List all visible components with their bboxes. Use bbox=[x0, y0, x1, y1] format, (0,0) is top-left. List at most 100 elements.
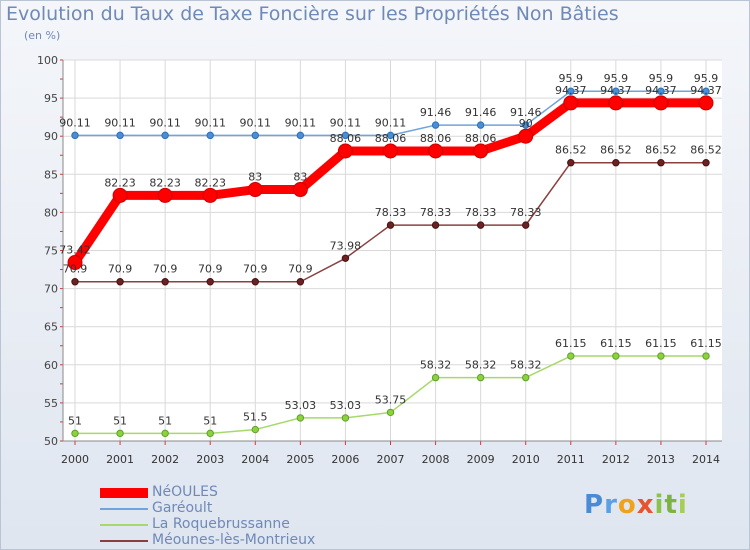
legend-label-gareoult: Garéoult bbox=[152, 500, 213, 516]
data-point-neoules bbox=[428, 143, 444, 159]
data-label-gareoult: 91.46 bbox=[510, 106, 542, 119]
data-point-gareoult bbox=[476, 121, 485, 129]
data-point-gareoult bbox=[431, 121, 440, 129]
data-point-neoules bbox=[698, 95, 714, 111]
data-label-meounes-les-montrieux: 86.52 bbox=[555, 144, 587, 157]
data-label-gareoult: 90.11 bbox=[375, 116, 407, 129]
data-label-la-roquebrussanne: 51 bbox=[158, 414, 172, 427]
legend-swatch-meounes-les-montrieux bbox=[100, 540, 148, 542]
data-label-la-roquebrussanne: 61.15 bbox=[645, 337, 677, 350]
data-label-neoules: 82.23 bbox=[194, 176, 226, 189]
data-label-la-roquebrussanne: 51 bbox=[68, 414, 82, 427]
data-point-neoules bbox=[247, 182, 263, 198]
data-label-neoules: 88.06 bbox=[330, 132, 362, 145]
proxiti-logo: Proxiti bbox=[584, 490, 688, 520]
data-point-la-roquebrussanne bbox=[341, 414, 350, 422]
y-tick-label: 60 bbox=[44, 359, 58, 372]
data-point-meounes-les-montrieux bbox=[116, 278, 124, 286]
chart-title: Evolution du Taux de Taxe Foncière sur l… bbox=[6, 3, 619, 25]
legend-swatch-gareoult bbox=[100, 508, 148, 510]
data-point-meounes-les-montrieux bbox=[612, 159, 620, 167]
data-label-neoules: 83 bbox=[248, 171, 262, 184]
data-point-gareoult bbox=[341, 131, 350, 140]
y-tick-label: 55 bbox=[44, 397, 58, 410]
data-label-la-roquebrussanne: 61.15 bbox=[555, 337, 587, 350]
data-label-meounes-les-montrieux: 70.9 bbox=[153, 263, 178, 276]
data-point-la-roquebrussanne bbox=[476, 373, 485, 382]
data-point-la-roquebrussanne bbox=[522, 373, 530, 382]
data-label-la-roquebrussanne: 58.32 bbox=[465, 359, 497, 372]
data-point-neoules bbox=[563, 95, 579, 111]
data-point-la-roquebrussanne bbox=[206, 429, 214, 438]
data-label-la-roquebrussanne: 53.03 bbox=[285, 399, 317, 412]
data-point-neoules bbox=[157, 187, 173, 203]
data-point-la-roquebrussanne bbox=[702, 352, 710, 360]
data-point-meounes-les-montrieux bbox=[657, 159, 665, 167]
data-label-la-roquebrussanne: 61.15 bbox=[600, 337, 632, 350]
data-point-meounes-les-montrieux bbox=[522, 221, 530, 229]
data-point-la-roquebrussanne bbox=[657, 352, 665, 360]
x-tick-label: 2014 bbox=[692, 453, 720, 466]
data-label-neoules: 94.37 bbox=[600, 84, 632, 97]
x-tick-label: 2003 bbox=[196, 453, 224, 466]
data-point-meounes-les-montrieux bbox=[251, 278, 259, 286]
data-label-neoules: 83 bbox=[293, 171, 307, 184]
data-point-la-roquebrussanne bbox=[431, 373, 440, 382]
data-point-gareoult bbox=[522, 121, 530, 129]
data-label-neoules: 82.23 bbox=[104, 176, 136, 189]
data-label-meounes-les-montrieux: 86.52 bbox=[690, 144, 722, 157]
data-point-meounes-les-montrieux bbox=[431, 221, 440, 229]
data-point-neoules bbox=[518, 128, 534, 144]
data-point-gareoult bbox=[657, 87, 665, 95]
data-label-meounes-les-montrieux: 78.33 bbox=[510, 206, 542, 219]
legend-item-meounes-les-montrieux: Méounes-lès-Montrieux bbox=[100, 533, 360, 549]
data-label-neoules: 88.06 bbox=[465, 132, 497, 145]
data-point-neoules bbox=[337, 143, 353, 159]
x-tick-label: 2009 bbox=[467, 453, 495, 466]
data-point-la-roquebrussanne bbox=[567, 352, 575, 360]
data-point-neoules bbox=[473, 143, 489, 159]
data-point-meounes-les-montrieux bbox=[386, 221, 395, 229]
data-label-neoules: 94.37 bbox=[690, 84, 722, 97]
data-point-la-roquebrussanne bbox=[116, 429, 124, 438]
x-tick-label: 2010 bbox=[512, 453, 540, 466]
y-tick-label: 50 bbox=[44, 435, 58, 448]
data-label-gareoult: 95.9 bbox=[649, 72, 674, 85]
data-label-gareoult: 90.11 bbox=[240, 116, 272, 129]
y-tick-label: 70 bbox=[44, 283, 58, 296]
data-point-meounes-les-montrieux bbox=[567, 159, 575, 167]
data-point-la-roquebrussanne bbox=[71, 429, 79, 438]
data-point-gareoult bbox=[116, 131, 124, 140]
data-point-meounes-les-montrieux bbox=[206, 278, 214, 286]
data-label-gareoult: 90.11 bbox=[194, 116, 226, 129]
y-tick-label: 95 bbox=[44, 92, 58, 105]
data-label-la-roquebrussanne: 61.15 bbox=[690, 337, 722, 350]
x-tick-label: 2005 bbox=[286, 453, 314, 466]
data-point-neoules bbox=[202, 187, 218, 203]
legend-swatch-neoules bbox=[100, 488, 148, 498]
data-point-meounes-les-montrieux bbox=[702, 159, 710, 167]
data-label-meounes-les-montrieux: 70.9 bbox=[243, 263, 268, 276]
data-label-neoules: 73.42 bbox=[59, 244, 91, 257]
x-tick-label: 2012 bbox=[602, 453, 630, 466]
data-label-la-roquebrussanne: 58.32 bbox=[420, 359, 452, 372]
data-point-meounes-les-montrieux bbox=[476, 221, 485, 229]
data-label-neoules: 82.23 bbox=[149, 176, 181, 189]
data-point-gareoult bbox=[251, 131, 259, 140]
data-point-meounes-les-montrieux bbox=[161, 278, 169, 286]
data-label-neoules: 88.06 bbox=[375, 132, 407, 145]
x-tick-label: 2002 bbox=[151, 453, 179, 466]
data-point-gareoult bbox=[702, 87, 710, 95]
data-label-gareoult: 91.46 bbox=[465, 106, 497, 119]
data-point-la-roquebrussanne bbox=[161, 429, 169, 438]
y-tick-label: 80 bbox=[44, 206, 58, 219]
legend-item-la-roquebrussanne: La Roquebrussanne bbox=[100, 517, 360, 533]
data-label-la-roquebrussanne: 51 bbox=[203, 414, 217, 427]
legend-label-neoules: NéOULES bbox=[152, 484, 218, 500]
data-point-neoules bbox=[653, 95, 669, 111]
data-point-neoules bbox=[608, 95, 624, 111]
data-label-neoules: 90 bbox=[519, 117, 533, 130]
data-label-la-roquebrussanne: 58.32 bbox=[510, 359, 542, 372]
data-point-meounes-les-montrieux bbox=[341, 254, 350, 262]
data-label-gareoult: 90.11 bbox=[330, 116, 362, 129]
